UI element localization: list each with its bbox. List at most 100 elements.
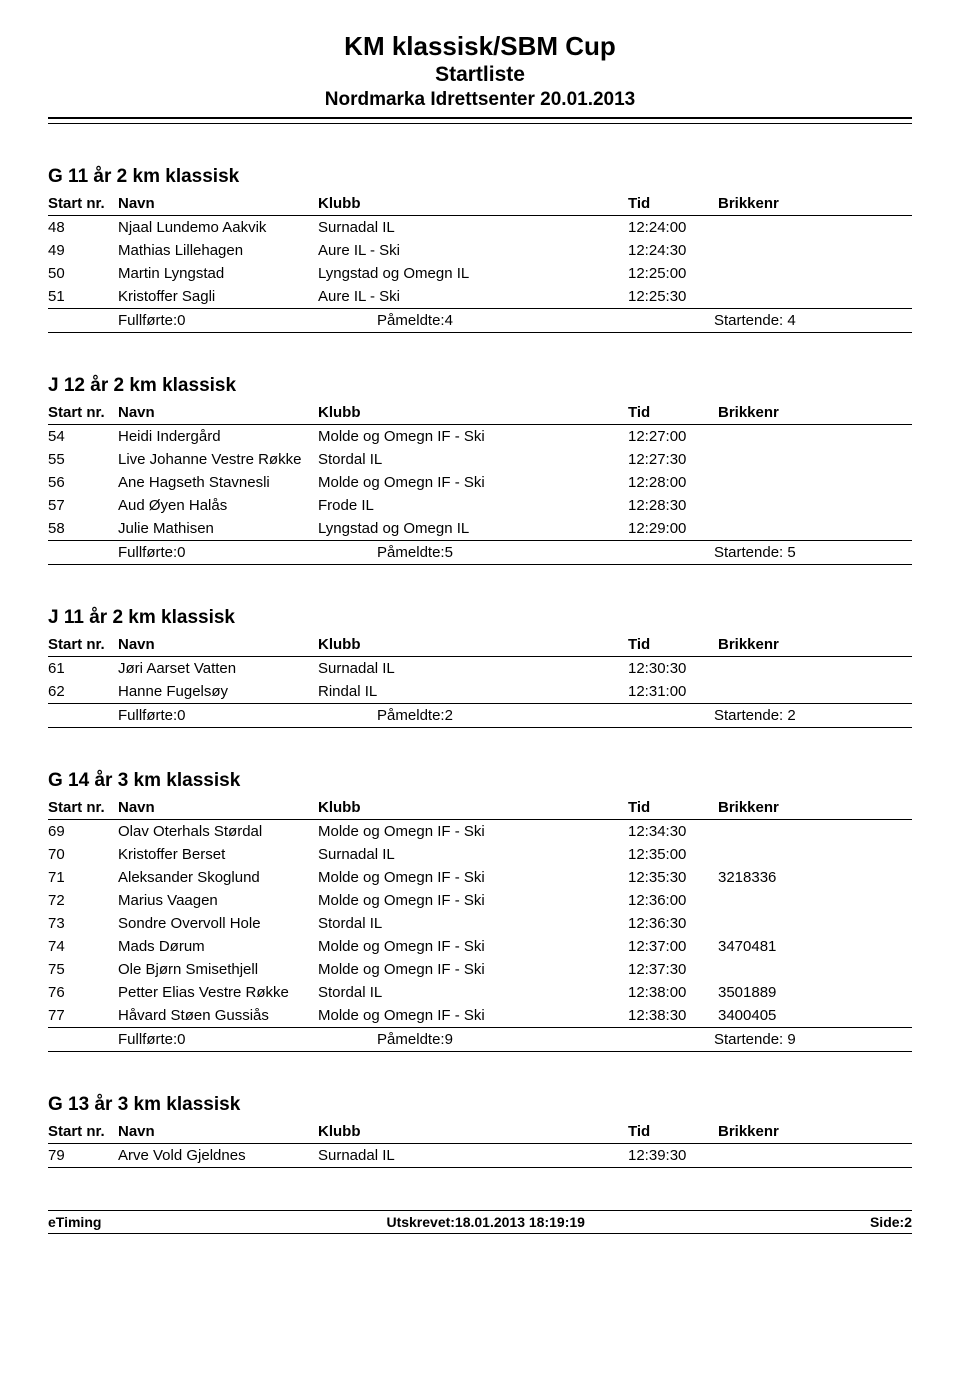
table-row: 50Martin LyngstadLyngstad og Omegn IL12:…: [48, 262, 912, 285]
cell-navn: Kristoffer Berset: [118, 843, 318, 866]
class-title: J 11 år 2 km klassisk: [48, 607, 912, 629]
table-row: 56Ane Hagseth StavnesliMolde og Omegn IF…: [48, 471, 912, 494]
cell-navn: Mathias Lillehagen: [118, 239, 318, 262]
cell-brikkenr: [718, 424, 912, 448]
cell-navn: Arve Vold Gjeldnes: [118, 1143, 318, 1167]
class-title: G 13 år 3 km klassisk: [48, 1094, 912, 1116]
cell-tid: 12:39:30: [628, 1143, 718, 1167]
cell-brikkenr: [718, 285, 912, 308]
summary-fullforte: Fullførte:0: [48, 312, 316, 329]
cell-tid: 12:37:30: [628, 958, 718, 981]
col-start-nr: Start nr.: [48, 192, 118, 216]
cell-navn: Martin Lyngstad: [118, 262, 318, 285]
cell-nr: 70: [48, 843, 118, 866]
col-start-nr: Start nr.: [48, 796, 118, 820]
cell-nr: 57: [48, 494, 118, 517]
table-row: 51Kristoffer SagliAure IL - Ski12:25:30: [48, 285, 912, 308]
cell-klubb: Aure IL - Ski: [318, 285, 628, 308]
cell-nr: 56: [48, 471, 118, 494]
table-row: 69Olav Oterhals StørdalMolde og Omegn IF…: [48, 819, 912, 843]
col-navn: Navn: [118, 401, 318, 425]
cell-klubb: Lyngstad og Omegn IL: [318, 517, 628, 540]
class-section: J 12 år 2 km klassiskStart nr.NavnKlubbT…: [48, 375, 912, 565]
cell-tid: 12:38:00: [628, 981, 718, 1004]
class-section: J 11 år 2 km klassisk Start nr.NavnKlubbT…: [48, 607, 912, 728]
section-summary: Fullførte:0Påmeldte:9Startende: 9: [48, 1027, 912, 1052]
cell-klubb: Molde og Omegn IF - Ski: [318, 958, 628, 981]
cell-nr: 71: [48, 866, 118, 889]
footer-software: eTiming: [48, 1214, 101, 1230]
cell-brikkenr: [718, 239, 912, 262]
col-navn: Navn: [118, 1120, 318, 1144]
cell-tid: 12:27:30: [628, 448, 718, 471]
cell-navn: Aleksander Skoglund: [118, 866, 318, 889]
cell-navn: Ane Hagseth Stavnesli: [118, 471, 318, 494]
table-row: 75Ole Bjørn SmisethjellMolde og Omegn IF…: [48, 958, 912, 981]
cell-brikkenr: [718, 494, 912, 517]
summary-fullforte: Fullførte:0: [48, 707, 316, 724]
col-brikkenr: Brikkenr: [718, 192, 912, 216]
col-brikkenr: Brikkenr: [718, 796, 912, 820]
cell-navn: Ole Bjørn Smisethjell: [118, 958, 318, 981]
cell-navn: Mads Dørum: [118, 935, 318, 958]
cell-navn: Julie Mathisen: [118, 517, 318, 540]
table-row: 70Kristoffer BersetSurnadal IL12:35:00: [48, 843, 912, 866]
cell-klubb: Surnadal IL: [318, 843, 628, 866]
cell-navn: Heidi Indergård: [118, 424, 318, 448]
class-section: G 13 år 3 km klassisk Start nr.NavnKlubbT…: [48, 1094, 912, 1168]
cell-tid: 12:36:30: [628, 912, 718, 935]
cell-brikkenr: [718, 680, 912, 703]
cell-nr: 49: [48, 239, 118, 262]
cell-brikkenr: [718, 958, 912, 981]
table-row: 77Håvard Støen GussiåsMolde og Omegn IF …: [48, 1004, 912, 1027]
table-row: 55Live Johanne Vestre RøkkeStordal IL12:…: [48, 448, 912, 471]
col-start-nr: Start nr.: [48, 1120, 118, 1144]
cell-klubb: Stordal IL: [318, 448, 628, 471]
cell-nr: 51: [48, 285, 118, 308]
startlist-table: Start nr.NavnKlubbTidBrikkenr61Jøri Aars…: [48, 633, 912, 703]
cell-navn: Live Johanne Vestre Røkke: [118, 448, 318, 471]
summary-fullforte: Fullførte:0: [48, 544, 316, 561]
class-section: G 14 år 3 km klassiskStart nr.NavnKlubbT…: [48, 770, 912, 1052]
cell-klubb: Surnadal IL: [318, 1143, 628, 1167]
cell-brikkenr: [718, 889, 912, 912]
cell-brikkenr: [718, 819, 912, 843]
cell-brikkenr: [718, 448, 912, 471]
event-title: KM klassisk/SBM Cup: [48, 32, 912, 61]
summary-pameldte: Påmeldte:9: [316, 1031, 514, 1048]
cell-brikkenr: 3501889: [718, 981, 912, 1004]
section-summary: Fullførte:0Påmeldte:4Startende: 4: [48, 308, 912, 333]
divider: [48, 123, 912, 124]
cell-nr: 62: [48, 680, 118, 703]
col-navn: Navn: [118, 796, 318, 820]
col-navn: Navn: [118, 192, 318, 216]
summary-startende: Startende: 5: [514, 544, 912, 561]
startlist-table: Start nr.NavnKlubbTidBrikkenr79Arve Vold…: [48, 1120, 912, 1167]
cell-nr: 48: [48, 215, 118, 239]
footer-timestamp: Utskrevet:18.01.2013 18:19:19: [386, 1214, 584, 1230]
table-row: 76Petter Elias Vestre RøkkeStordal IL12:…: [48, 981, 912, 1004]
divider: [48, 117, 912, 119]
cell-tid: 12:35:00: [628, 843, 718, 866]
cell-klubb: Rindal IL: [318, 680, 628, 703]
cell-tid: 12:30:30: [628, 656, 718, 680]
table-row: 62Hanne FugelsøyRindal IL12:31:00: [48, 680, 912, 703]
summary-startende: Startende: 2: [514, 707, 912, 724]
class-section: G 11 år 2 km klassiskStart nr.NavnKlubbT…: [48, 166, 912, 333]
cell-brikkenr: [718, 262, 912, 285]
col-tid: Tid: [628, 192, 718, 216]
cell-brikkenr: [718, 1143, 912, 1167]
table-row: 74Mads DørumMolde og Omegn IF - Ski12:37…: [48, 935, 912, 958]
col-brikkenr: Brikkenr: [718, 401, 912, 425]
cell-klubb: Molde og Omegn IF - Ski: [318, 424, 628, 448]
cell-tid: 12:35:30: [628, 866, 718, 889]
col-start-nr: Start nr.: [48, 401, 118, 425]
cell-tid: 12:25:30: [628, 285, 718, 308]
col-klubb: Klubb: [318, 633, 628, 657]
cell-nr: 54: [48, 424, 118, 448]
cell-tid: 12:27:00: [628, 424, 718, 448]
cell-navn: Hanne Fugelsøy: [118, 680, 318, 703]
cell-navn: Håvard Støen Gussiås: [118, 1004, 318, 1027]
cell-tid: 12:38:30: [628, 1004, 718, 1027]
cell-klubb: Frode IL: [318, 494, 628, 517]
